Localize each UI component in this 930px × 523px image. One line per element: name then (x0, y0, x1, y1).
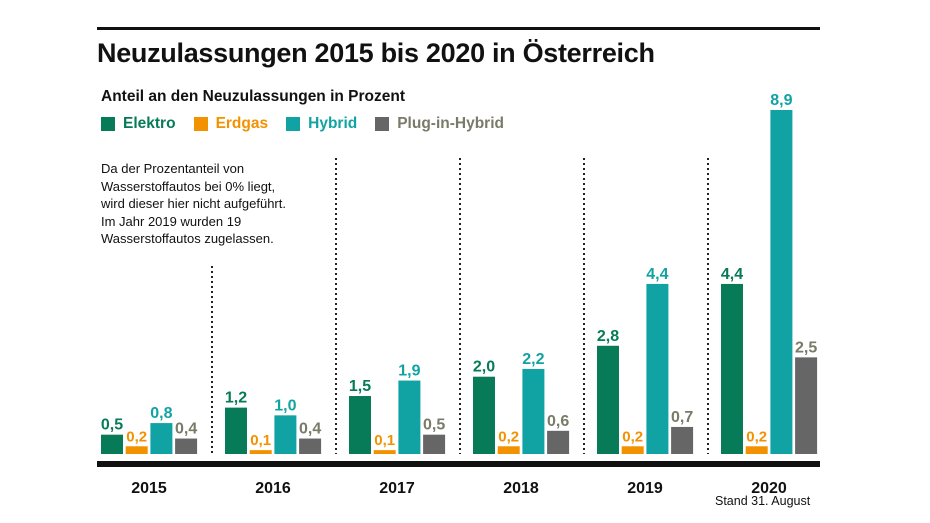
data-label: 1,5 (349, 378, 371, 395)
bar-hybrid-2017 (398, 380, 421, 454)
legend-swatch (101, 117, 115, 131)
data-label: 0,4 (175, 421, 197, 438)
bar-erdgas-2019 (621, 446, 644, 454)
data-label: 8,9 (770, 92, 792, 109)
legend-item-plug-in-hybrid: Plug-in-Hybrid (375, 115, 504, 133)
bar-erdgas-2015 (125, 446, 148, 454)
legend-label: Erdgas (215, 115, 269, 132)
chart-title: Neuzulassungen 2015 bis 2020 in Österrei… (97, 38, 655, 68)
data-label: 2,2 (522, 351, 544, 368)
legend-swatch (193, 117, 208, 131)
x-tick-label: 2019 (627, 480, 663, 497)
legend-swatch (375, 117, 390, 131)
legend-label: Elektro (123, 115, 176, 132)
bar-elektro-2019 (597, 345, 619, 454)
data-label: 4,4 (646, 266, 668, 283)
data-label: 0,1 (250, 432, 271, 449)
data-label: 0,6 (547, 413, 569, 430)
legend-label: Hybrid (308, 115, 358, 132)
x-tick-label: 2020 (751, 480, 787, 497)
bar-plug-in-hybrid-2020 (795, 357, 818, 454)
bar-plug-in-hybrid-2015 (175, 438, 198, 454)
bar-elektro-2016 (225, 407, 247, 454)
x-tick-label: 2017 (379, 480, 415, 497)
note-line: Wasserstoffautos zugelassen. (101, 231, 274, 246)
bar-elektro-2020 (721, 283, 743, 454)
legend-label: Plug-in-Hybrid (397, 115, 504, 132)
bar-hybrid-2019 (646, 283, 669, 454)
data-label: 4,4 (721, 266, 743, 283)
data-label: 0,2 (746, 428, 767, 445)
legend-swatch (286, 117, 301, 131)
bar-elektro-2017 (349, 396, 371, 454)
data-label: 0,2 (498, 428, 519, 445)
bar-erdgas-2018 (497, 446, 520, 454)
bar-elektro-2015 (101, 434, 123, 454)
footnote: Stand 31. August (715, 494, 811, 508)
bar-hybrid-2018 (522, 368, 545, 454)
data-label: 0,7 (671, 409, 693, 426)
bar-plug-in-hybrid-2016 (299, 438, 322, 454)
bar-hybrid-2015 (150, 423, 173, 454)
hydrogen-note: Da der Prozentanteil von Wasserstoffauto… (101, 160, 301, 248)
data-label: 0,4 (299, 421, 321, 438)
chart-subtitle: Anteil an den Neuzulassungen in Prozent (101, 88, 406, 105)
data-label: 0,5 (101, 417, 123, 434)
data-label: 2,5 (795, 339, 817, 356)
note-line: Wasserstoffautos bei 0% liegt, (101, 178, 276, 194)
bar-erdgas-2016 (249, 450, 272, 454)
data-label: 1,2 (225, 390, 247, 407)
x-tick-label: 2018 (503, 480, 539, 497)
data-label: 1,9 (398, 363, 420, 380)
legend-item-erdgas: Erdgas (193, 115, 269, 133)
bar-plug-in-hybrid-2018 (547, 430, 570, 454)
data-label: 0,5 (423, 417, 445, 434)
bar-hybrid-2016 (274, 415, 297, 454)
legend: Elektro Erdgas Hybrid Plug-in-Hybrid (101, 115, 504, 133)
data-label: 0,2 (622, 428, 643, 445)
x-tick-label: 2015 (131, 480, 167, 497)
bar-elektro-2018 (473, 376, 495, 454)
data-label: 1,0 (274, 397, 296, 414)
bar-hybrid-2020 (770, 110, 793, 454)
note-line: Im Jahr 2019 wurden 19 (101, 213, 242, 229)
data-label: 0,1 (374, 432, 395, 449)
note-line: Da der Prozentanteil von (101, 161, 245, 176)
bar-erdgas-2020 (745, 446, 768, 454)
data-label: 2,0 (473, 359, 495, 376)
legend-item-hybrid: Hybrid (286, 115, 357, 133)
bar-plug-in-hybrid-2019 (671, 426, 694, 454)
data-label: 0,8 (150, 405, 172, 422)
bar-plug-in-hybrid-2017 (423, 434, 446, 454)
bar-erdgas-2017 (373, 450, 396, 454)
data-label: 2,8 (597, 328, 619, 345)
data-label: 0,2 (126, 428, 147, 445)
baseline-rule (97, 461, 820, 467)
top-rule (97, 27, 820, 30)
x-tick-label: 2016 (255, 480, 291, 497)
legend-item-elektro: Elektro (101, 115, 176, 133)
note-line: wird dieser hier nicht aufgeführt. (101, 196, 286, 211)
